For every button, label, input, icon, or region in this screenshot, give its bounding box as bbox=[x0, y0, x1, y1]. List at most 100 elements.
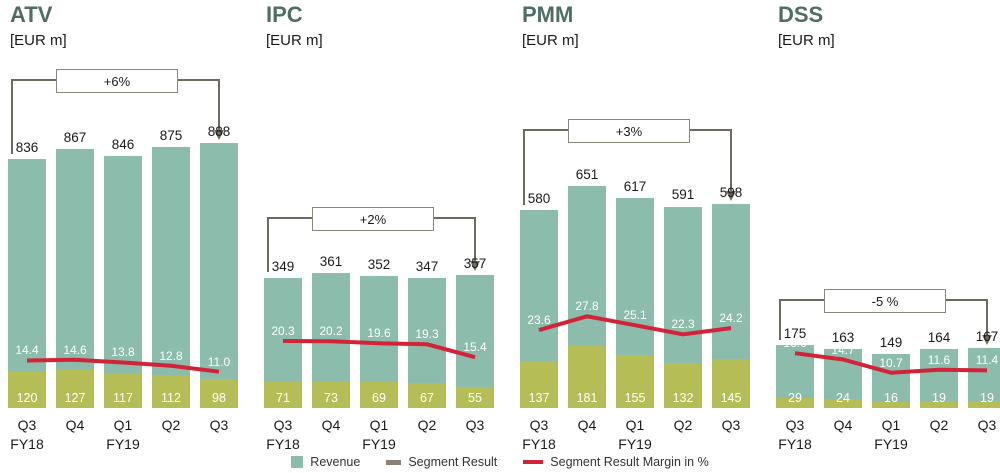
category-label: Q1 bbox=[113, 417, 133, 433]
segment-result-value-label: 67 bbox=[420, 391, 434, 405]
margin-value-label: 19.3 bbox=[415, 327, 439, 342]
segment-result-value-label: 29 bbox=[788, 391, 802, 405]
segment-result-value-label: 132 bbox=[672, 391, 694, 405]
margin-value-label: 20.3 bbox=[271, 324, 295, 339]
revenue-value-label: 175 bbox=[783, 326, 807, 341]
segment-result-value-label: 19 bbox=[980, 391, 994, 405]
segment-result-bar bbox=[776, 397, 814, 408]
segment-result-bar bbox=[616, 355, 654, 408]
margin-value-label: 20.2 bbox=[319, 324, 343, 339]
segment-result-bar bbox=[8, 372, 46, 408]
segment-result-value-label: 127 bbox=[64, 391, 86, 405]
segment-result-value-label: 24 bbox=[836, 391, 850, 405]
segment-result-bar bbox=[824, 399, 862, 408]
segment-result-value-label: 16 bbox=[884, 391, 898, 405]
legend-label: Revenue bbox=[310, 455, 361, 469]
segment-result-value-label: 55 bbox=[468, 391, 482, 405]
category-label: Q1 bbox=[625, 417, 645, 433]
panel-atv: ATV [EUR m] 836 120 14.4 Q3 867 127 14.6 Q4 846 117… bbox=[8, 0, 248, 473]
segment-result-bar bbox=[664, 363, 702, 408]
margin-value-label: 13.8 bbox=[111, 345, 135, 360]
segment-result-value-label: 73 bbox=[324, 391, 338, 405]
fiscal-year-label: FY18 bbox=[266, 436, 300, 452]
fiscal-year-label: FY18 bbox=[522, 436, 556, 452]
category-label: Q3 bbox=[785, 417, 805, 433]
fiscal-year-label: FY19 bbox=[874, 436, 908, 452]
revenue-value-label: 580 bbox=[527, 191, 551, 207]
category-label: Q4 bbox=[321, 417, 341, 433]
segment-result-value-label: 137 bbox=[528, 391, 550, 405]
revenue-value-label: 846 bbox=[111, 136, 135, 152]
segment-result-bar bbox=[200, 378, 238, 408]
margin-value-label: 11.6 bbox=[927, 352, 951, 367]
margin-value-label: 14.4 bbox=[15, 343, 39, 358]
segment-result-bar bbox=[712, 358, 750, 408]
panel-title: ATV bbox=[10, 2, 53, 27]
panel-unit-label: [EUR m] bbox=[266, 32, 323, 49]
fiscal-year-label: FY19 bbox=[106, 436, 140, 452]
margin-value-label: 25.1 bbox=[623, 308, 647, 323]
margin-value-label: 15.4 bbox=[463, 340, 487, 355]
segment-result-bar bbox=[152, 374, 190, 408]
revenue-value-label: 149 bbox=[879, 335, 903, 351]
revenue-value-label: 352 bbox=[367, 257, 391, 273]
segment-result-bar bbox=[456, 387, 494, 408]
segment-result-value-label: 112 bbox=[161, 391, 181, 405]
segment-result-value-label: 145 bbox=[720, 391, 742, 405]
revenue-value-label: 888 bbox=[207, 124, 231, 139]
margin-value-label: 22.3 bbox=[671, 317, 695, 332]
margin-value-label: 14.6 bbox=[63, 342, 87, 357]
margin-value-label: 14.7 bbox=[831, 342, 855, 357]
margin-value-label: 23.6 bbox=[527, 313, 551, 328]
revenue-value-label: 349 bbox=[271, 258, 295, 274]
revenue-bar bbox=[152, 146, 190, 408]
margin-value-label: 27.8 bbox=[575, 299, 599, 314]
segment-result-value-label: 69 bbox=[372, 391, 386, 405]
segment-result-bar bbox=[920, 401, 958, 408]
revenue-value-label: 164 bbox=[927, 329, 951, 345]
revenue-value-label: 867 bbox=[63, 130, 87, 146]
margin-value-label: 12.8 bbox=[159, 348, 183, 363]
revenue-value-label: 591 bbox=[671, 187, 695, 203]
category-label: Q2 bbox=[161, 417, 181, 433]
legend-marker-square bbox=[291, 456, 304, 468]
panel-dss: DSS [EUR m] 175 29 16.6 Q3 163 24 14.7 Q4 149 16 10.… bbox=[776, 0, 1000, 473]
margin-value-label: 11.4 bbox=[975, 353, 999, 368]
category-label: Q4 bbox=[833, 417, 853, 433]
change-annotation-box: -5 % bbox=[824, 289, 946, 313]
category-label: Q3 bbox=[529, 417, 549, 433]
margin-value-label: 10.7 bbox=[879, 355, 903, 370]
panel-title: PMM bbox=[522, 2, 574, 27]
segment-result-value-label: 98 bbox=[212, 391, 226, 405]
revenue-value-label: 598 bbox=[719, 185, 743, 201]
segment-result-bar bbox=[968, 401, 1000, 408]
category-label: Q2 bbox=[929, 417, 949, 433]
fiscal-year-label: FY19 bbox=[618, 436, 652, 452]
margin-value-label: 11.0 bbox=[207, 354, 231, 369]
panel-ipc: IPC [EUR m] 349 71 20.3 Q3 361 73 20.2 Q4 352 69 19.… bbox=[264, 0, 504, 473]
legend-item-segment-result: Segment Result bbox=[386, 455, 497, 469]
category-label: Q3 bbox=[209, 417, 229, 433]
category-label: Q3 bbox=[465, 417, 485, 433]
category-label: Q2 bbox=[673, 417, 693, 433]
margin-value-label: 24.2 bbox=[719, 311, 743, 326]
revenue-value-label: 875 bbox=[159, 127, 183, 143]
segment-result-bar bbox=[264, 381, 302, 408]
revenue-value-label: 361 bbox=[319, 254, 343, 269]
change-annotation-box: +3% bbox=[568, 119, 690, 143]
fiscal-year-label: FY18 bbox=[778, 436, 812, 452]
margin-value-label: 19.6 bbox=[367, 326, 391, 341]
category-label: Q3 bbox=[17, 417, 37, 433]
category-label: Q3 bbox=[721, 417, 741, 433]
category-label: Q1 bbox=[369, 417, 389, 433]
segment-result-bar bbox=[360, 382, 398, 408]
segment-result-value-label: 117 bbox=[113, 391, 133, 405]
fiscal-year-label: FY18 bbox=[10, 436, 44, 452]
category-label: Q2 bbox=[417, 417, 437, 433]
revenue-bar bbox=[8, 158, 46, 408]
revenue-value-label: 163 bbox=[831, 330, 855, 346]
revenue-value-label: 347 bbox=[415, 259, 439, 275]
legend-item-segment-result-margin-in-: Segment Result Margin in % bbox=[523, 455, 709, 469]
change-annotation-box: +2% bbox=[312, 207, 434, 231]
segment-result-value-label: 155 bbox=[624, 391, 646, 405]
